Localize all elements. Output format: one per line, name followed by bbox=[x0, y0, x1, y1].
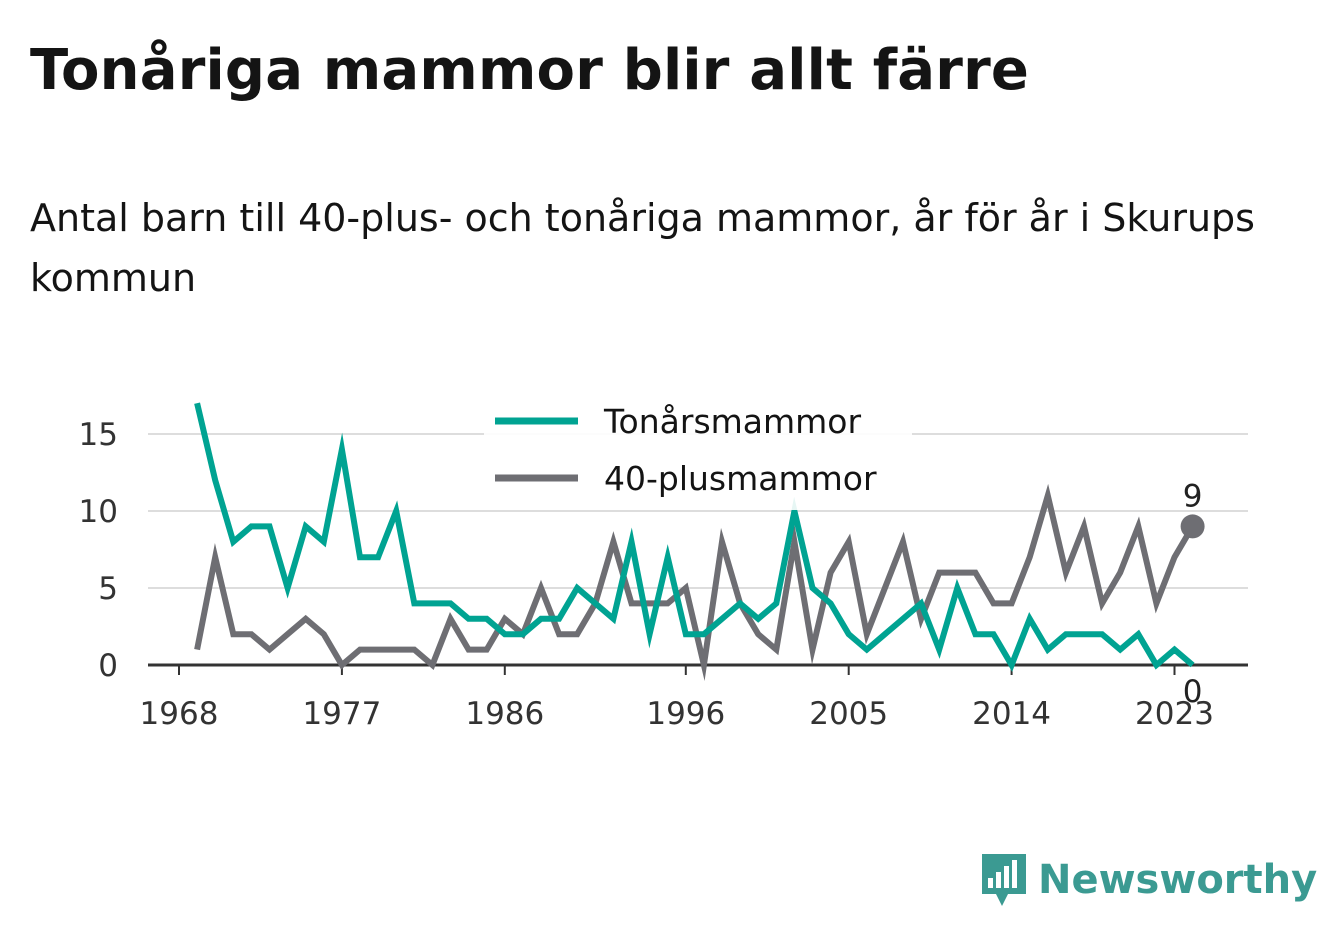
series-lines bbox=[194, 402, 1196, 682]
legend-label: Tonårsmammor bbox=[603, 402, 861, 441]
legend-label: 40-plusmammor bbox=[604, 459, 877, 498]
x-tick-label: 1996 bbox=[646, 696, 725, 732]
x-tick-label: 2023 bbox=[1135, 696, 1214, 732]
end-labels: 09 bbox=[1180, 478, 1205, 710]
y-tick-label: 5 bbox=[98, 571, 118, 607]
brand-logo: Newsworthy bbox=[980, 850, 1317, 910]
x-tick-label: 1977 bbox=[302, 696, 381, 732]
x-tick-label: 2005 bbox=[809, 696, 888, 732]
y-axis-ticks: 0 5 10 15 bbox=[79, 417, 118, 684]
chart-subtitle: Antal barn till 40-plus- och tonåriga ma… bbox=[30, 196, 1255, 300]
series-end-label: 0 bbox=[1183, 674, 1203, 710]
x-axis-ticks: 1968 1977 1986 1996 2005 2014 2023 bbox=[140, 665, 1214, 732]
brand-name: Newsworthy bbox=[1038, 857, 1318, 903]
legend-background bbox=[484, 398, 912, 510]
x-tick-label: 1968 bbox=[140, 696, 219, 732]
newsworthy-logo-icon bbox=[982, 854, 1026, 906]
y-tick-label: 15 bbox=[79, 417, 118, 453]
series-end-label: 9 bbox=[1183, 478, 1203, 514]
series-line bbox=[194, 483, 1196, 682]
y-tick-label: 10 bbox=[79, 494, 118, 530]
y-tick-label: 0 bbox=[98, 648, 118, 684]
legend: Tonårsmammor 40-plusmammor bbox=[484, 398, 912, 510]
chart-title: Tonåriga mammor blir allt färre bbox=[30, 38, 1030, 103]
series-line bbox=[194, 402, 1195, 672]
x-tick-label: 2014 bbox=[972, 696, 1051, 732]
x-tick-label: 1986 bbox=[465, 696, 544, 732]
series-end-point bbox=[1180, 514, 1205, 539]
